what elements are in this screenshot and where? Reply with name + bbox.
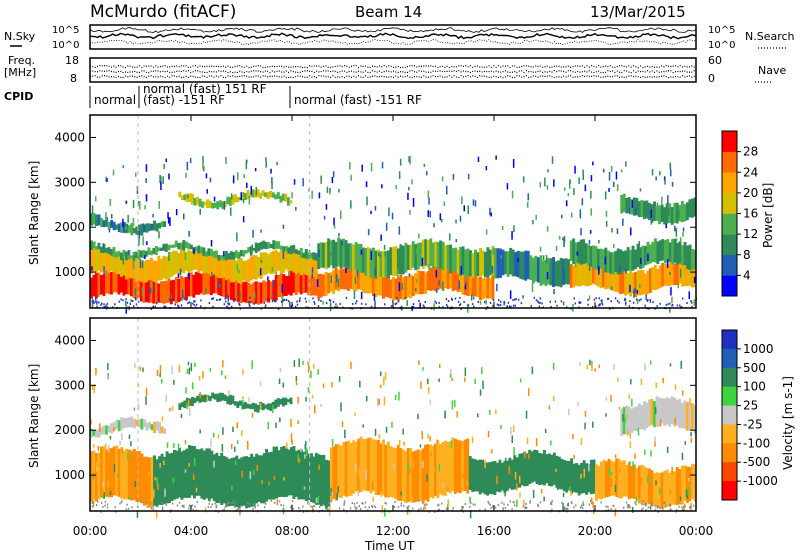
cpid-segment-2: (fast) -151 RF (143, 93, 225, 107)
velocity-colorbar-tick: 100 (743, 380, 766, 394)
y-tick-label: 1000 (54, 265, 85, 279)
velocity-colorbar-tick: 25 (743, 399, 758, 413)
velocity-colorbar-tick: -1000 (743, 474, 778, 488)
y-tick-label: 3000 (54, 175, 85, 189)
power-colorbar-tick: 20 (743, 186, 758, 200)
velocity-colorbar-tick: 500 (743, 361, 766, 375)
nsky-label: N.Sky (4, 30, 36, 43)
power-colorbar-tick: 8 (743, 248, 751, 262)
nsearch-label: N.Search (745, 30, 795, 43)
nave-tick-low: 0 (708, 72, 715, 85)
power-cells (90, 115, 697, 314)
x-tick-label: 00:00 (679, 524, 714, 538)
velocity-ylabel: Slant Range [km] (27, 364, 41, 468)
beam-title: Beam 14 (355, 3, 422, 21)
x-tick-label: 12:00 (376, 524, 411, 538)
noise-traces (89, 27, 697, 46)
x-tick-label: 00:00 (73, 524, 108, 538)
velocity-colorbar-tick: -100 (743, 436, 770, 450)
velocity-panel: 4000 3000 2000 1000 00:00 04:00 08:00 12:00 16:… (27, 115, 713, 553)
power-colorbar-tick: 28 (743, 145, 758, 159)
power-panel: 4000 3000 2000 1000 Slant Range [km] (27, 114, 697, 314)
x-tick-label: 04:00 (174, 524, 209, 538)
nave-tick-high: 60 (708, 54, 722, 67)
power-colorbar-tick: 12 (743, 227, 758, 241)
cpid-segment-0: normal (94, 93, 136, 107)
y-tick-label: 4000 (54, 130, 85, 144)
velocity-cells (90, 318, 697, 519)
power-colorbar-tick: 24 (743, 165, 758, 179)
velocity-colorbar-tick: 1000 (743, 342, 774, 356)
y-tick-label: 3000 (54, 378, 85, 392)
power-ylabel: Slant Range [km] (27, 161, 41, 265)
cpid-segment-1: normal (fast) 151 RF (143, 82, 267, 96)
cpid-panel: CPID normal normal (fast) 151 RF (fast) … (4, 82, 422, 108)
velocity-colorbar: 1000 500 100 25 -25 -100 -500 -1000 Velocity [m… (721, 329, 795, 501)
power-y-ticks: 4000 3000 2000 1000 (54, 130, 696, 279)
cpid-segment-3: normal (fast) -151 RF (294, 93, 422, 107)
nsearch-tick-high: 10^5 (708, 25, 735, 36)
freq-traces (90, 65, 695, 79)
velocity-colorbar-label: Velocity [m s-1] (781, 376, 795, 470)
freq-panel: 18 8 Freq. [MHz] 60 0 Nave (4, 54, 786, 85)
noise-panel: 10^5 10^0 N.Sky 10^5 10^0 N.Search (4, 24, 795, 51)
nsearch-tick-low: 10^0 (708, 40, 735, 51)
freq-label: Freq. (8, 54, 35, 67)
nsky-tick-high: 10^5 (52, 25, 79, 36)
velocity-colorbar-tick: -500 (743, 455, 770, 469)
freq-unit: [MHz] (4, 66, 36, 79)
station-title: McMurdo (fitACF) (90, 2, 236, 22)
velocity-colorbar-tick: -25 (743, 417, 763, 431)
y-tick-label: 2000 (54, 220, 85, 234)
power-colorbar-tick: 16 (743, 207, 758, 221)
power-colorbar: 28 24 20 16 12 8 4 Power [dB] (721, 130, 775, 297)
y-tick-label: 4000 (54, 333, 85, 347)
x-tick-label: 08:00 (275, 524, 310, 538)
date-title: 13/Mar/2015 (590, 3, 686, 21)
freq-tick-low: 8 (70, 72, 77, 85)
power-colorbar-label: Power [dB] (761, 183, 775, 248)
power-colorbar-tick: 4 (743, 268, 751, 282)
y-tick-label: 1000 (54, 468, 85, 482)
freq-tick-high: 18 (65, 54, 79, 67)
nave-label: Nave (758, 64, 786, 77)
x-tick-label: 16:00 (477, 524, 512, 538)
nsky-tick-low: 10^0 (52, 40, 79, 51)
velocity-x-ticks: 00:00 04:00 08:00 12:00 16:00 20:00 00:00 (73, 115, 714, 538)
x-axis-label: Time UT (364, 539, 415, 553)
y-tick-label: 2000 (54, 423, 85, 437)
x-tick-label: 20:00 (578, 524, 613, 538)
cpid-label: CPID (4, 90, 33, 103)
velocity-y-ticks: 4000 3000 2000 1000 (54, 333, 696, 482)
